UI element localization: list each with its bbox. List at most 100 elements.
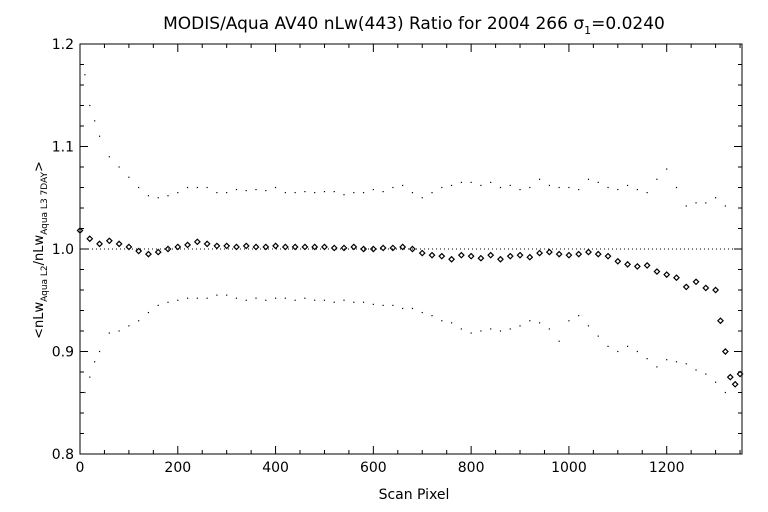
mean-point [272, 242, 280, 250]
mean-point [193, 238, 201, 246]
upper-bound-point [382, 191, 384, 193]
lower-bound-point [255, 297, 257, 299]
lower-bound-point [284, 297, 286, 299]
upper-bound-point [685, 205, 687, 207]
mean-point [105, 237, 113, 245]
y-tick-label: 0.9 [52, 345, 74, 361]
mean-point [633, 262, 641, 270]
upper-bound-point [705, 202, 707, 204]
mean-point [135, 247, 143, 255]
upper-bound-point [196, 186, 198, 189]
lower-bound-point [421, 311, 423, 314]
mean-point [624, 260, 632, 268]
lower-bound-point [568, 320, 570, 322]
lower-bound-point [597, 335, 599, 337]
lower-bound-point [402, 307, 404, 310]
mean-point [291, 243, 299, 251]
upper-bound-point [94, 120, 96, 122]
mean-point [736, 370, 744, 378]
lower-bound-point [411, 307, 414, 310]
mean-point [477, 254, 485, 262]
lower-bound-point [480, 330, 482, 332]
mean-point [438, 252, 446, 260]
mean-point [536, 249, 544, 257]
mean-point [643, 261, 651, 269]
mean-point [692, 278, 700, 286]
mean-point [418, 249, 426, 257]
upper-bound-point [255, 188, 257, 191]
upper-bound-point [245, 189, 247, 192]
lower-bound-point [509, 328, 511, 330]
upper-bound-point [372, 188, 374, 191]
mean-point [594, 250, 602, 258]
mean-point [682, 283, 690, 291]
upper-bound-point [529, 186, 531, 189]
upper-bound-point [421, 197, 423, 199]
x-tick-label: 1200 [649, 460, 685, 476]
mean-point [497, 255, 504, 263]
mean-point [115, 240, 123, 248]
lower-bound-point [128, 325, 130, 327]
upper-bound-point [186, 186, 189, 189]
upper-bound-point [548, 184, 550, 187]
lower-bound-point [294, 299, 296, 301]
upper-bound-point [167, 195, 169, 197]
upper-bound-point [265, 189, 267, 192]
mean-point [516, 251, 524, 259]
mean-point [213, 242, 221, 250]
y-axis-label-part-1: <nLw [32, 302, 47, 339]
lower-bound-point [626, 345, 629, 347]
mean-point [457, 251, 465, 259]
mean-point [223, 242, 231, 250]
upper-bound-point [411, 192, 414, 194]
mean-point [252, 243, 260, 251]
mean-point [673, 274, 680, 282]
lower-bound-point [372, 303, 374, 305]
mean-point [721, 348, 729, 355]
lower-bound-point [226, 294, 228, 296]
upper-bound-point [323, 191, 326, 193]
upper-bound-point [626, 184, 629, 187]
mean-point [242, 242, 250, 250]
lower-bound-point [333, 301, 335, 303]
lower-bound-point [450, 322, 453, 324]
lower-bound-point [548, 328, 550, 330]
upper-bound-point [216, 192, 218, 194]
lower-bound-point [118, 330, 120, 332]
y-tick-label: 1.2 [52, 37, 74, 53]
mean-point [96, 240, 104, 248]
lower-bound-point [646, 358, 648, 360]
mean-point [154, 248, 162, 256]
lower-bound-point [89, 376, 91, 378]
lower-bound-point [675, 361, 678, 363]
plot-frame [79, 43, 743, 455]
lower-bound-point [636, 350, 638, 353]
upper-bound-point [617, 188, 619, 191]
mean-point [301, 243, 309, 251]
mean-point [614, 257, 622, 265]
upper-bound-point [538, 178, 541, 180]
lower-bound-point [186, 297, 189, 299]
upper-bound-point [118, 166, 120, 168]
lower-bound-point [607, 345, 609, 347]
y-tick-label: 1.0 [52, 242, 74, 258]
mean-point [565, 251, 573, 259]
upper-bound-point [333, 191, 335, 193]
lower-bound-point [470, 332, 472, 334]
upper-bound-point [304, 191, 306, 193]
upper-bound-point [450, 184, 453, 187]
lower-bound-point [685, 363, 687, 365]
mean-point [726, 373, 734, 381]
upper-bound-point [284, 192, 286, 194]
lower-bound-point [695, 369, 697, 371]
lower-bound-point [519, 325, 521, 327]
lower-bound-point [490, 328, 492, 330]
lower-bound-point [441, 320, 443, 322]
mean-point [350, 243, 358, 251]
lower-bound-point [147, 311, 150, 314]
y-axis-label-sub-2: Aqua L3 7DAY [40, 172, 50, 235]
lower-bound-point [460, 328, 462, 330]
upper-bound-point [568, 186, 570, 189]
lower-bound-point [362, 301, 365, 303]
